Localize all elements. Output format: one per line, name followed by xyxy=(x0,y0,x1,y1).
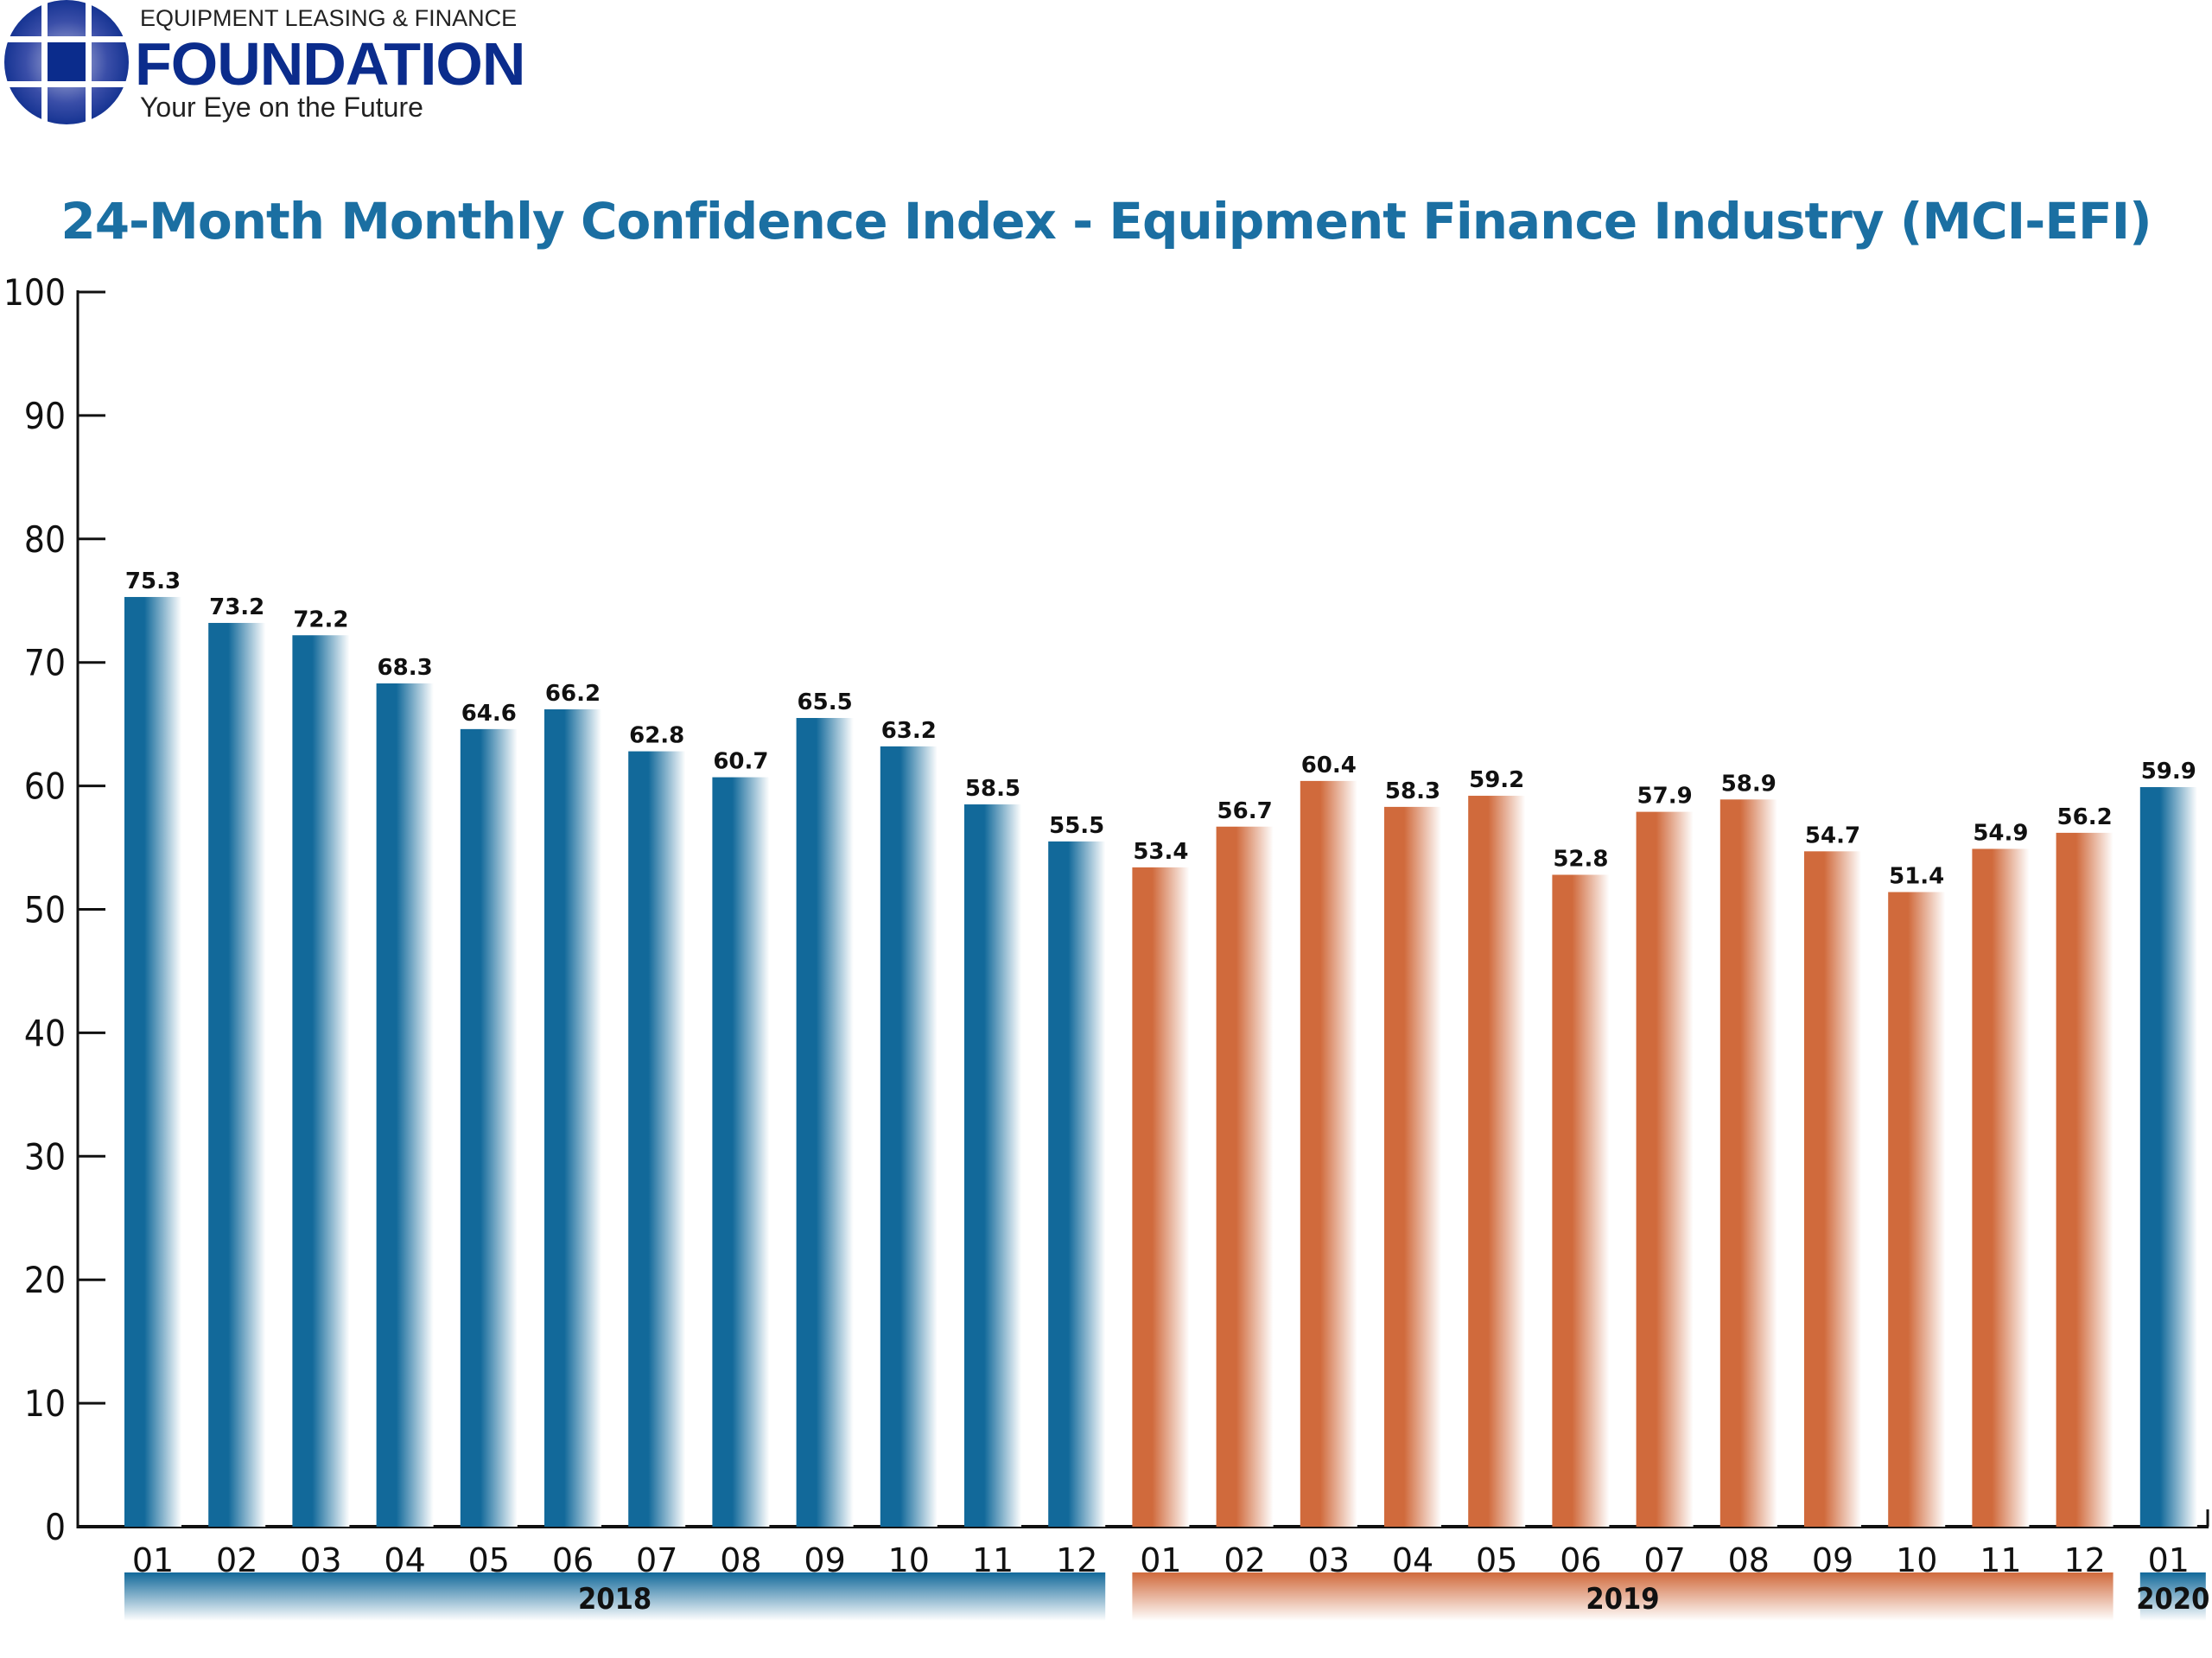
bar xyxy=(964,804,1021,1527)
data-label: 58.9 xyxy=(1721,771,1777,797)
foundation-logo: EQUIPMENT LEASING & FINANCE FOUNDATION Y… xyxy=(0,0,605,130)
year-band xyxy=(1132,1572,2113,1621)
bar xyxy=(796,718,854,1527)
data-label: 53.4 xyxy=(1133,839,1188,865)
bar xyxy=(208,622,266,1528)
year-band xyxy=(2139,1572,2206,1621)
year-label: 2019 xyxy=(1586,1582,1659,1617)
bar xyxy=(376,683,434,1527)
bar xyxy=(2139,787,2197,1527)
data-label: 66.2 xyxy=(545,681,601,707)
year-label: 2020 xyxy=(2136,1582,2209,1617)
y-tick-label: 70 xyxy=(24,642,66,684)
data-label: 55.5 xyxy=(1049,813,1104,839)
data-label: 59.9 xyxy=(2141,759,2196,785)
bar xyxy=(1804,851,1861,1527)
y-tick-label: 40 xyxy=(24,1012,66,1054)
y-tick-label: 60 xyxy=(24,765,66,808)
logo-name: FOUNDATION xyxy=(135,30,525,98)
data-label: 62.8 xyxy=(629,723,684,749)
data-label: 52.8 xyxy=(1553,846,1608,872)
y-tick-label: 0 xyxy=(45,1506,66,1548)
data-label: 54.9 xyxy=(1973,820,2028,846)
bar xyxy=(712,777,770,1527)
data-label: 73.2 xyxy=(209,594,264,620)
bar xyxy=(544,709,601,1527)
data-label: 54.7 xyxy=(1805,823,1860,848)
data-label: 64.6 xyxy=(461,701,517,727)
y-tick-label: 10 xyxy=(24,1382,66,1425)
bar xyxy=(1132,867,1190,1527)
data-label: 59.2 xyxy=(1469,767,1524,793)
y-tick-label: 90 xyxy=(24,395,66,437)
bar xyxy=(1468,796,1526,1527)
bar xyxy=(880,746,938,1527)
bar xyxy=(1552,874,1610,1527)
data-label: 51.4 xyxy=(1889,863,1944,889)
y-tick-label: 30 xyxy=(24,1135,66,1178)
bar xyxy=(1216,826,1274,1527)
data-label: 65.5 xyxy=(798,689,853,715)
bar xyxy=(1888,892,1946,1527)
data-label: 57.9 xyxy=(1637,784,1693,810)
y-tick-label: 100 xyxy=(3,271,66,314)
y-tick-label: 50 xyxy=(24,889,66,931)
data-label: 56.7 xyxy=(1217,798,1273,824)
bar xyxy=(292,635,350,1528)
bar xyxy=(2056,832,2113,1527)
logo-tagline: Your Eye on the Future xyxy=(140,92,423,123)
logo-globe-icon xyxy=(0,0,138,130)
bar xyxy=(1048,841,1106,1527)
data-label: 68.3 xyxy=(378,655,433,681)
bar xyxy=(1636,811,1694,1527)
bar xyxy=(628,751,686,1527)
data-label: 72.2 xyxy=(293,607,348,632)
data-label: 58.5 xyxy=(965,776,1020,802)
bar xyxy=(1972,848,2030,1527)
data-label: 58.3 xyxy=(1385,778,1440,804)
data-label: 75.3 xyxy=(125,569,181,594)
data-label: 56.2 xyxy=(2057,804,2113,830)
y-tick-label: 80 xyxy=(24,518,66,561)
chart-title: 24-Month Monthly Confidence Index - Equi… xyxy=(60,192,2152,251)
year-band xyxy=(124,1572,1106,1621)
y-tick-label: 20 xyxy=(24,1259,66,1301)
data-label: 63.2 xyxy=(881,718,937,744)
logo-line1: EQUIPMENT LEASING & FINANCE xyxy=(140,5,518,31)
data-label: 60.7 xyxy=(713,749,768,775)
bar xyxy=(1719,799,1777,1527)
bar xyxy=(124,596,181,1527)
bar xyxy=(1300,780,1357,1527)
year-label: 2018 xyxy=(578,1582,652,1617)
bar xyxy=(1384,806,1441,1527)
data-label: 60.4 xyxy=(1301,753,1357,778)
bar xyxy=(460,728,518,1527)
